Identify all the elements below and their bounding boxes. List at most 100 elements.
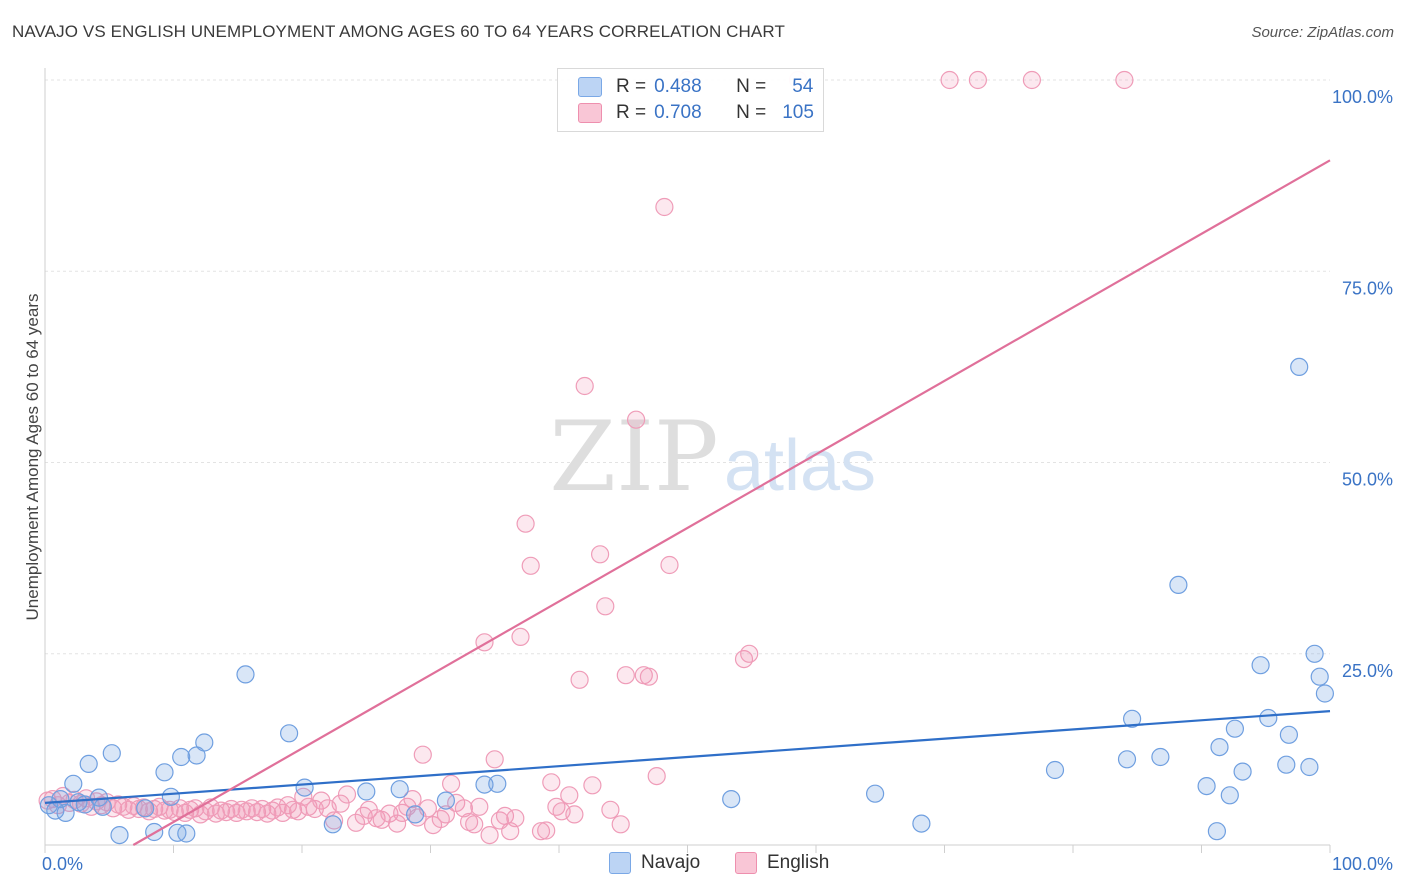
- point-navajo: [865, 784, 885, 803]
- point-english: [616, 666, 635, 685]
- point-navajo: [51, 789, 70, 809]
- point-english: [346, 813, 366, 832]
- point-english: [968, 70, 988, 90]
- point-navajo: [1122, 709, 1142, 728]
- point-english: [940, 70, 959, 90]
- point-navajo: [436, 791, 455, 810]
- point-navajo: [488, 774, 507, 793]
- point-english: [413, 745, 432, 764]
- point-navajo: [236, 665, 255, 684]
- watermark-zip: ZIP: [549, 401, 718, 513]
- point-navajo: [280, 724, 299, 743]
- bottom-legend-english: English: [735, 852, 829, 874]
- point-navajo: [1305, 644, 1324, 663]
- bottom-legend-swatch-english: [735, 852, 757, 874]
- point-navajo: [93, 797, 112, 816]
- point-navajo: [323, 815, 342, 834]
- y-tick-label: 75.0%: [1342, 278, 1393, 298]
- point-english: [436, 805, 455, 824]
- point-navajo: [1310, 667, 1329, 686]
- point-english: [485, 750, 504, 769]
- trend-line-navajo: [44, 710, 1331, 804]
- point-navajo: [64, 774, 83, 793]
- point-english: [294, 787, 313, 806]
- point-navajo: [1117, 750, 1137, 769]
- point-english: [521, 556, 540, 575]
- legend-n-label: N =: [736, 76, 767, 97]
- point-english: [403, 789, 422, 809]
- point-english: [331, 794, 350, 813]
- point-navajo: [1045, 760, 1065, 780]
- point-english: [560, 786, 579, 805]
- point-english: [408, 808, 427, 827]
- point-navajo: [1225, 719, 1245, 738]
- series-english-points: [38, 70, 1134, 845]
- point-navajo: [110, 825, 129, 845]
- chart-source: Source: ZipAtlas.com: [1251, 24, 1394, 41]
- point-navajo: [177, 824, 196, 843]
- point-english: [506, 809, 525, 828]
- point-english: [237, 802, 256, 821]
- point-english: [575, 376, 594, 396]
- legend-row-navajo: R = 0.488 N = 54: [578, 75, 813, 99]
- point-english: [734, 649, 754, 669]
- point-navajo: [1207, 822, 1227, 841]
- point-english: [531, 822, 551, 841]
- point-english: [217, 802, 236, 822]
- trend-lines: [44, 159, 1331, 846]
- gridlines: [45, 79, 1330, 655]
- legend-n-navajo: 54: [792, 76, 814, 97]
- point-navajo: [79, 754, 98, 774]
- point-english: [480, 825, 499, 845]
- point-navajo: [722, 789, 741, 809]
- watermark: ZIP atlas: [549, 401, 876, 513]
- point-english: [511, 627, 530, 647]
- point-navajo: [1315, 684, 1335, 703]
- series-navajo-points: [39, 357, 1335, 845]
- point-english: [596, 597, 615, 616]
- point-english: [647, 766, 666, 786]
- point-navajo: [195, 733, 214, 752]
- y-tick-label: 100.0%: [1332, 87, 1393, 107]
- point-english: [1022, 70, 1042, 90]
- point-english: [454, 799, 473, 818]
- y-tick-labels: 100.0% 75.0% 50.0% 25.0%: [1332, 87, 1393, 681]
- legend: R = 0.488 N = 54 R = 0.708 N = 105: [557, 68, 824, 132]
- bottom-legend-navajo: Navajo: [609, 852, 700, 874]
- point-navajo: [1169, 575, 1188, 595]
- legend-swatch-english: [578, 103, 602, 123]
- legend-r-english: 0.708: [654, 102, 702, 123]
- point-english: [583, 776, 602, 795]
- point-english: [601, 800, 620, 819]
- point-navajo: [390, 780, 409, 799]
- point-english: [570, 670, 589, 689]
- y-tick-label: 25.0%: [1342, 661, 1393, 681]
- point-navajo: [406, 805, 425, 824]
- point-navajo: [1259, 708, 1278, 728]
- legend-r-label: R =: [616, 76, 647, 97]
- x-tick-labels: 0.0% 100.0%: [42, 854, 1393, 874]
- point-english: [565, 805, 584, 824]
- legend-n-english: 105: [782, 102, 814, 123]
- legend-row-english: R = 0.708 N = 105: [578, 101, 814, 125]
- point-navajo: [295, 778, 314, 797]
- point-english: [626, 410, 646, 429]
- point-english: [516, 514, 535, 533]
- point-navajo: [1151, 747, 1170, 767]
- point-english: [660, 555, 679, 575]
- y-axis-label: Unemployment Among Ages 60 to 64 years: [23, 294, 42, 621]
- point-navajo: [102, 744, 121, 763]
- point-english: [337, 785, 357, 804]
- legend-n-label: N =: [736, 102, 767, 123]
- legend-r-label: R =: [616, 102, 647, 123]
- axes: [44, 68, 1331, 853]
- bottom-legend-label-navajo: Navajo: [641, 852, 701, 873]
- point-english: [740, 644, 759, 663]
- point-navajo: [155, 763, 174, 782]
- chart-title: NAVAJO VS ENGLISH UNEMPLOYMENT AMONG AGE…: [12, 22, 785, 41]
- legend-swatch-navajo: [578, 77, 602, 97]
- point-english: [1115, 70, 1134, 90]
- point-navajo: [1290, 357, 1309, 376]
- point-english: [542, 773, 561, 792]
- point-navajo: [357, 782, 376, 801]
